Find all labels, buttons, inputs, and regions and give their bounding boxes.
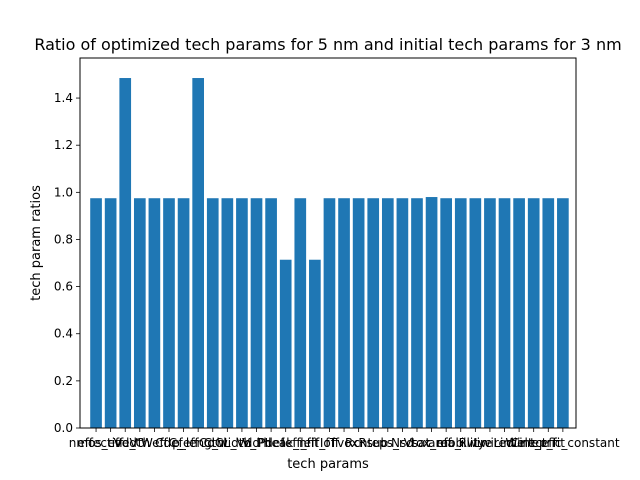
bar-Lwire: [484, 198, 496, 428]
x-tick-label: Vdd: [113, 436, 136, 450]
y-axis-ticks: 0.0 0.2 0.4 0.6 0.8 1.0 1.2 1.4: [54, 91, 80, 435]
chart-title: Ratio of optimized tech params for 5 nm …: [34, 35, 621, 54]
x-tick-label: Vth: [130, 436, 151, 450]
x-tick-label: Nsd: [391, 436, 414, 450]
bar-Rwire: [469, 198, 482, 428]
y-tick-label: 0.4: [54, 327, 73, 341]
x-tick-label: Lint: [493, 436, 516, 450]
bar-dielectric_constant: [557, 198, 569, 428]
x-tick-label: Ioff: [320, 436, 340, 450]
bar-Vdd: [119, 78, 132, 428]
x-tick-label: p_length: [172, 436, 224, 450]
y-tick-label: 1.0: [54, 185, 73, 199]
bar-Weff: [148, 198, 161, 428]
x-tick-label: tox_eff: [411, 436, 452, 450]
y-tick-label: 0.8: [54, 232, 73, 246]
x-tick-label: leff_fit: [282, 436, 320, 450]
bar-area_i: [440, 198, 452, 428]
x-tick-label: Rsub: [358, 436, 388, 450]
x-tick-label: dielectric_constant: [506, 436, 620, 450]
x-tick-label: Cint_eff: [511, 436, 557, 450]
x-tick-label: Weff: [141, 436, 169, 450]
bar-Lint: [498, 198, 511, 428]
x-tick-label: Lwire: [474, 436, 506, 450]
x-tick-label: CdCl: [199, 436, 227, 450]
bar-Wint: [513, 198, 525, 428]
bar-Rcnt: [352, 198, 365, 428]
bar-p_length: [192, 78, 204, 428]
x-tick-label: nmos_eff: [69, 436, 124, 450]
bars-group: [90, 78, 569, 428]
x-tick-label: Wint: [505, 436, 533, 450]
x-tick-label: mobility: [437, 436, 485, 450]
bar-mobility: [454, 198, 467, 428]
bar-tox_eff: [425, 197, 438, 428]
bar-Nsd: [396, 198, 409, 428]
y-tick-label: 0.6: [54, 280, 73, 294]
y-tick-label: 1.4: [54, 91, 73, 105]
x-tick-label: effective_C: [77, 436, 144, 450]
bar-Ileak_n: [279, 259, 292, 428]
bar-Cdef: [163, 198, 175, 428]
bar-L_Vdd: [236, 198, 248, 428]
x-tick-label: Cdef: [155, 436, 183, 450]
x-axis-label: tech params: [287, 457, 369, 472]
x-tick-label: V_Ph: [242, 436, 271, 450]
bar-CdCl: [206, 198, 219, 428]
bar-effective_C: [104, 198, 117, 428]
y-tick-label: 0.0: [54, 421, 73, 435]
x-tick-label: Vsat: [404, 436, 431, 450]
x-tick-label: Pdef: [258, 436, 285, 450]
bar-Ioff: [323, 198, 336, 428]
bar-C_width: [221, 198, 234, 428]
bar-C_eff: [177, 198, 190, 428]
x-tick-label: leff_f: [300, 436, 330, 450]
x-tick-label: Ileak_n: [265, 436, 307, 450]
bar-Tvox: [338, 198, 350, 428]
y-tick-label: 1.2: [54, 138, 73, 152]
x-tick-label: eps_r: [372, 436, 404, 450]
bar-Pdef: [265, 198, 277, 428]
bar-Cint_eff: [527, 198, 540, 428]
bar-leff_fit: [294, 198, 307, 428]
x-tick-label: Rwire: [459, 436, 493, 450]
bar-nmos_eff: [90, 198, 102, 428]
bar-Rsub: [367, 198, 380, 428]
x-tick-label: C_width: [204, 436, 251, 450]
x-axis-ticks: nmos_effeffective_CVddVthWeffCdefC_effp_…: [69, 428, 620, 450]
x-tick-label: L_Vdd: [224, 436, 260, 450]
bar-eps_r: [381, 198, 394, 428]
y-tick-label: 0.2: [54, 374, 73, 388]
plot-frame: [79, 57, 577, 429]
x-tick-label: ep_fit: [532, 436, 566, 450]
x-tick-label: Rcnt: [345, 436, 373, 450]
bar-V_Ph: [250, 198, 263, 428]
x-tick-label: Tvox: [329, 436, 359, 450]
bar-ep_fit: [542, 198, 555, 428]
y-axis-label: tech param ratios: [29, 185, 44, 301]
bar-leff_f: [309, 259, 321, 428]
x-tick-label: area_i: [428, 436, 464, 450]
bar-Vth: [133, 198, 146, 428]
bar-Vsat: [411, 198, 423, 428]
x-tick-label: C_eff: [169, 436, 200, 450]
